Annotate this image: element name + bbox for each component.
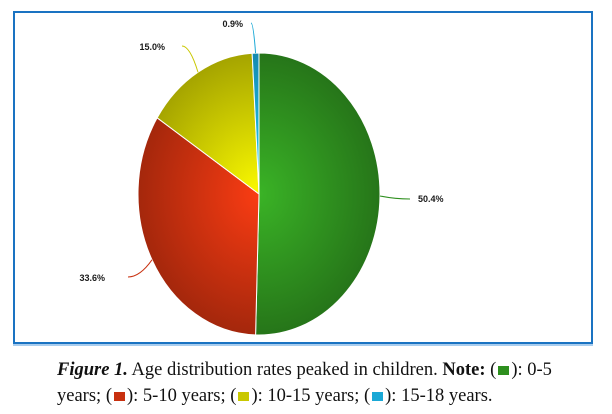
leader-line-0 [379, 195, 411, 200]
leader-line-2 [181, 45, 199, 73]
leader-line-1 [127, 259, 153, 278]
legend-swatch-3 [372, 392, 384, 401]
slice-label-3: 0.9% [222, 19, 243, 29]
note-label: Note: [442, 360, 486, 380]
slice-label-0: 50.4% [418, 194, 444, 204]
leader-line-3 [250, 22, 257, 54]
caption-text: Age distribution rates peaked in childre… [127, 360, 443, 380]
slice-label-1: 33.6% [79, 273, 105, 283]
figure-label: Figure 1. [57, 360, 128, 380]
pie-chart: 50.4% 33.6% 15.0% 0.9% [79, 19, 444, 336]
pie-slice-1 [137, 117, 260, 336]
legend-swatch-2 [238, 392, 250, 401]
pie-slice-2 [156, 52, 260, 196]
legend-range-3: 15-18 years. [401, 386, 493, 406]
legend-range-1: 5-10 years; [142, 386, 226, 406]
legend-swatch-0 [498, 366, 510, 375]
slice-label-2: 15.0% [139, 42, 165, 52]
legend-swatch-1 [113, 392, 125, 401]
chart-frame [13, 11, 593, 344]
figure-caption: Figure 1. Age distribution rates peaked … [57, 360, 552, 406]
legend-range-0: 0-5 years; [57, 360, 552, 406]
legend-range-2: 10-15 years; [267, 386, 360, 406]
pie-slice-0 [255, 52, 381, 336]
